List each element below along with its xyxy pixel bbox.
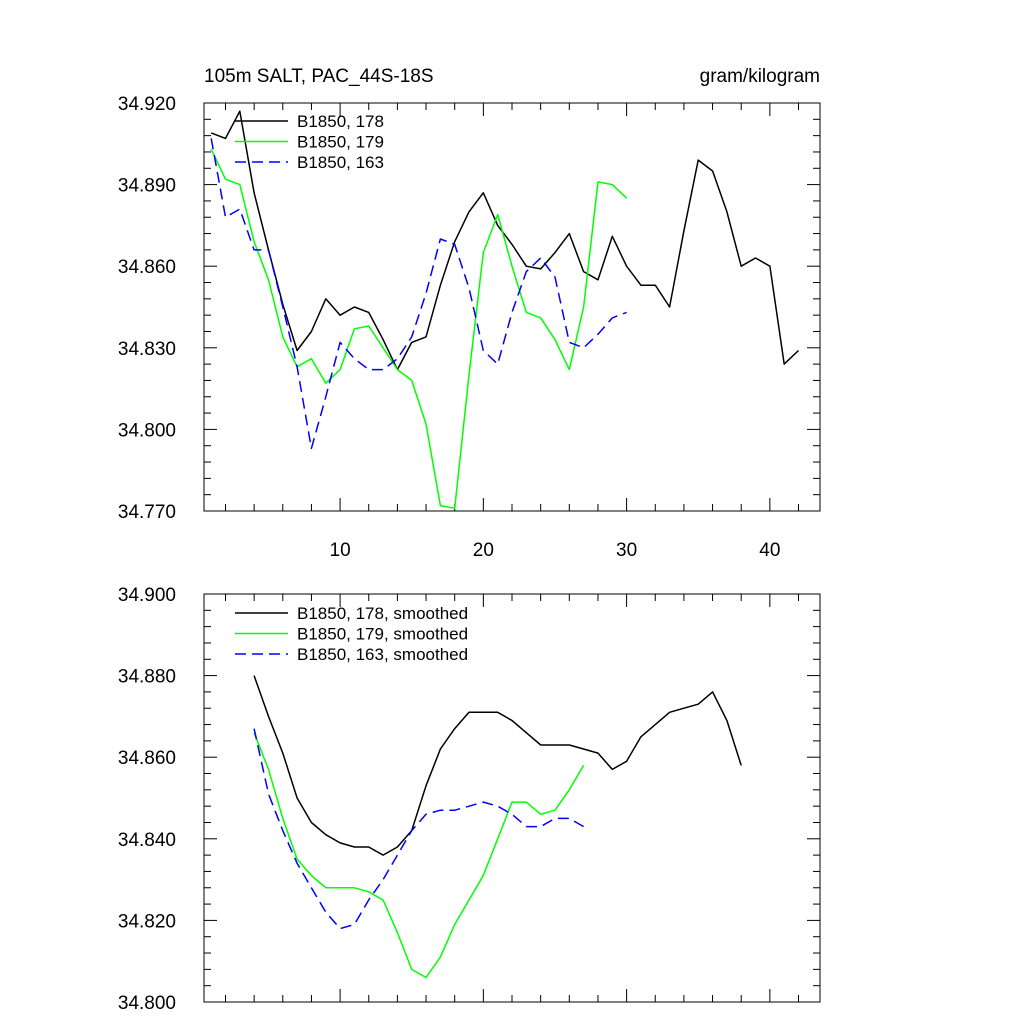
top-y-tick-label: 34.830 bbox=[118, 339, 176, 360]
units-label: gram/kilogram bbox=[700, 66, 820, 87]
top-x-tick-label: 20 bbox=[473, 540, 494, 561]
top-y-tick-label: 34.920 bbox=[118, 94, 176, 115]
bottom-legend-label: B1850, 178, smoothed bbox=[297, 604, 468, 623]
bottom-y-tick-label: 34.900 bbox=[118, 585, 176, 606]
top-series-line-1 bbox=[210, 110, 800, 371]
top-x-tick-label: 40 bbox=[759, 540, 780, 561]
top-series-line-3 bbox=[210, 138, 627, 450]
bottom-series-line-3 bbox=[253, 728, 584, 930]
bottom-y-tick-label: 34.840 bbox=[118, 830, 176, 851]
top-x-tick-label: 10 bbox=[330, 540, 351, 561]
top-y-tick-label: 34.890 bbox=[118, 176, 176, 197]
bottom-y-tick-label: 34.820 bbox=[118, 911, 176, 932]
bottom-legend-label: B1850, 163, smoothed bbox=[297, 645, 468, 664]
bottom-panel: 34.800 34.820 34.840 34.860 34.880 34.900 B185… bbox=[118, 585, 821, 1014]
top-y-tick-label: 34.800 bbox=[118, 420, 176, 441]
top-legend-label: B1850, 163 bbox=[297, 153, 384, 172]
bottom-legend-label: B1850, 179, smoothed bbox=[297, 625, 468, 644]
top-panel: 105m SALT, PAC_44S-18S gram/kilogram 10 2… bbox=[118, 66, 821, 561]
top-legend-label: B1850, 179 bbox=[297, 133, 384, 152]
bottom-series-line-1 bbox=[253, 675, 742, 856]
bottom-y-tick-label: 34.860 bbox=[118, 748, 176, 769]
bottom-series-line-2 bbox=[253, 732, 585, 979]
top-y-tick-label: 34.860 bbox=[118, 257, 176, 278]
top-legend-label: B1850, 178 bbox=[297, 112, 384, 131]
bottom-y-tick-label: 34.800 bbox=[118, 993, 176, 1014]
top-series-line-2 bbox=[210, 148, 628, 510]
chart-title: 105m SALT, PAC_44S-18S bbox=[204, 66, 434, 87]
top-y-tick-label: 34.770 bbox=[118, 502, 176, 523]
top-x-tick-label: 30 bbox=[616, 540, 637, 561]
bottom-y-tick-label: 34.880 bbox=[118, 667, 176, 688]
